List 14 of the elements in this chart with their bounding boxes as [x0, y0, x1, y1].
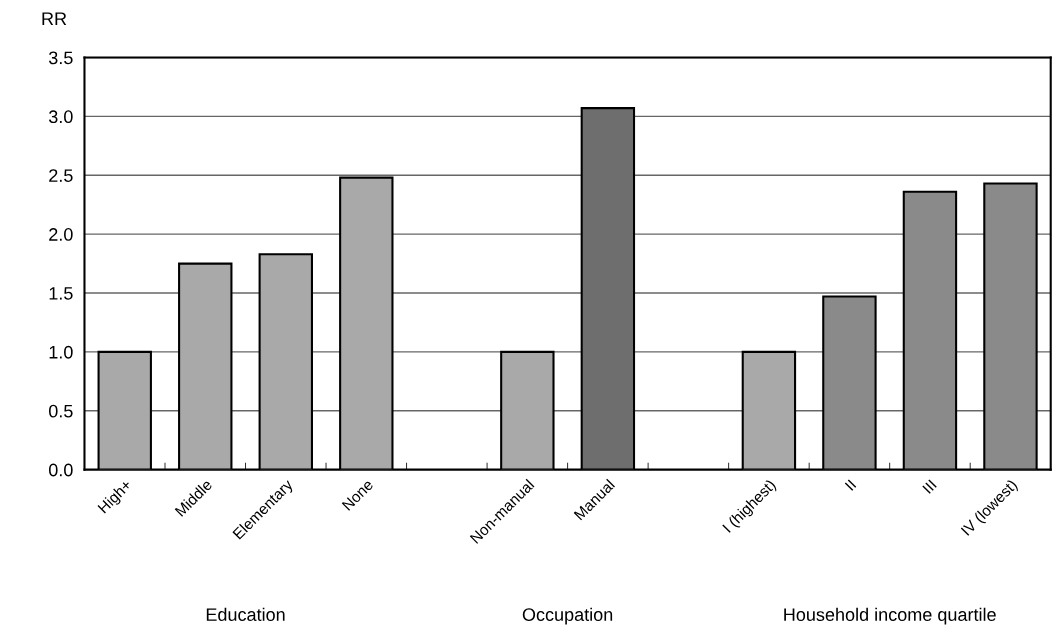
text: Education	[206, 607, 285, 621]
y-tick-label: 2.5	[49, 169, 73, 182]
y-tick-label: 2.0	[49, 228, 73, 241]
text: Occupation	[522, 607, 613, 625]
text: Household income quartile	[784, 607, 996, 625]
y-tick-label: 0.0	[48, 463, 73, 477]
y-tick-label: 1.0	[49, 345, 73, 359]
y-tick-label: 0.5	[48, 404, 73, 418]
x-tick-label: III	[922, 479, 937, 494]
y-tick-label: 3.0	[48, 110, 73, 124]
x-tick-label: II	[844, 479, 857, 491]
y-axis-title: RR	[42, 12, 67, 25]
y-tick-label: 1.5	[49, 287, 73, 300]
y-tick-label: 3.5	[48, 51, 73, 65]
